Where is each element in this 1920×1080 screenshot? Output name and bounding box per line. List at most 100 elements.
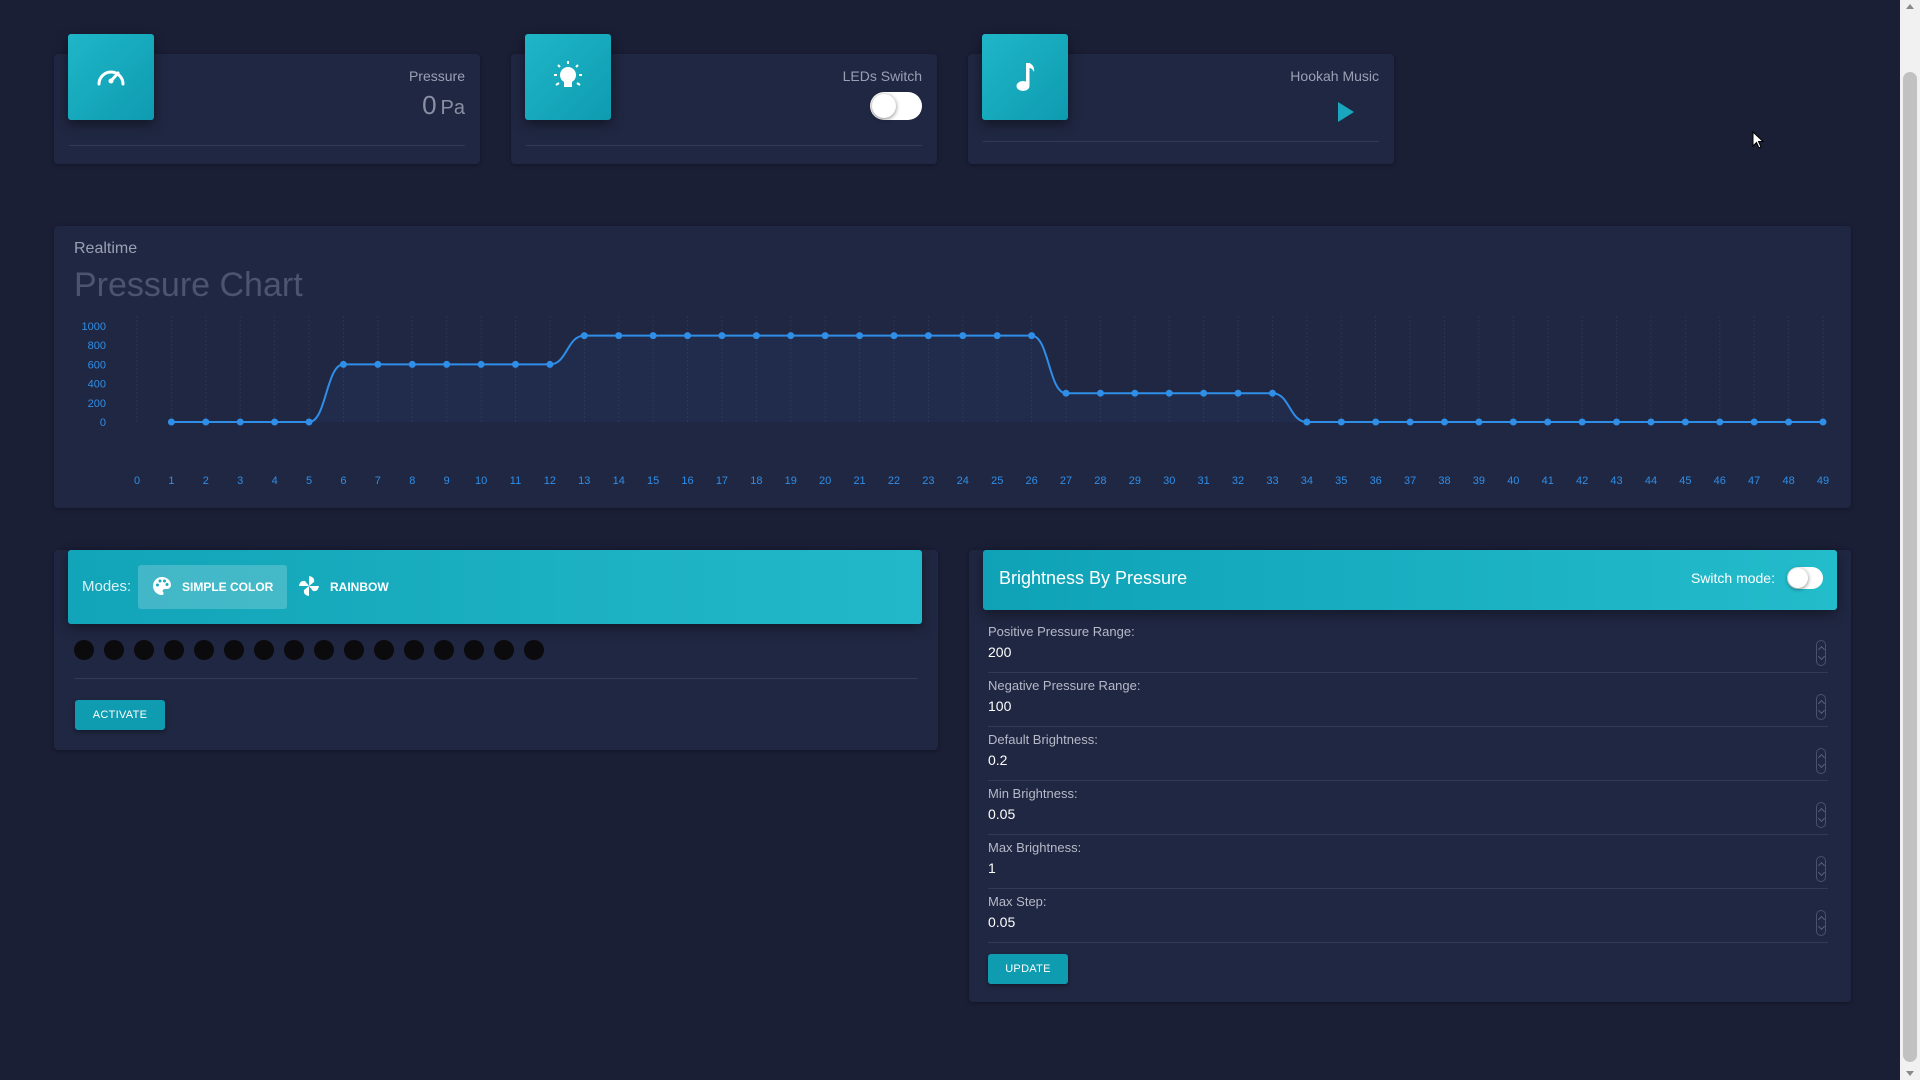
- stepper-icon[interactable]: [1816, 802, 1826, 828]
- scroll-up-icon[interactable]: [1906, 4, 1914, 9]
- x-tick-label: 27: [1060, 475, 1072, 487]
- pressure-value: 0 Pa: [422, 90, 465, 121]
- x-tick-label: 11: [510, 475, 521, 487]
- form-field: Negative Pressure Range: 100: [988, 674, 1828, 727]
- form-field: Positive Pressure Range: 200: [988, 620, 1828, 673]
- color-swatch[interactable]: [74, 640, 94, 660]
- x-tick-label: 45: [1679, 475, 1691, 487]
- update-button[interactable]: UPDATE: [988, 954, 1068, 984]
- data-point: [339, 360, 347, 368]
- data-point: [752, 332, 760, 340]
- scroll-thumb[interactable]: [1903, 72, 1917, 1062]
- field-label: Negative Pressure Range:: [988, 678, 1141, 693]
- data-point: [1062, 389, 1070, 397]
- x-tick-label: 37: [1404, 475, 1416, 487]
- x-tick-label: 5: [306, 475, 312, 487]
- form-field: Max Step: 0.05: [988, 890, 1828, 943]
- x-tick-label: 21: [853, 475, 865, 487]
- toggle-knob: [872, 94, 896, 118]
- data-point: [271, 418, 279, 426]
- color-swatch[interactable]: [404, 640, 424, 660]
- stepper-icon[interactable]: [1816, 856, 1826, 882]
- x-tick-label: 33: [1266, 475, 1278, 487]
- tab-simple-color[interactable]: SIMPLE COLOR: [138, 565, 288, 609]
- x-tick-label: 0: [134, 475, 140, 487]
- series-area: [171, 335, 1823, 422]
- field-label: Max Brightness:: [988, 840, 1082, 855]
- color-swatch[interactable]: [224, 640, 244, 660]
- x-tick-label: 34: [1301, 475, 1313, 487]
- stepper-icon[interactable]: [1816, 694, 1826, 720]
- number-input[interactable]: 0.05: [988, 914, 1016, 930]
- y-tick-label: 0: [100, 417, 106, 429]
- color-swatches: [74, 640, 544, 660]
- color-swatch[interactable]: [134, 640, 154, 660]
- color-swatch[interactable]: [194, 640, 214, 660]
- leds-switch-label: LEDs Switch: [842, 68, 922, 84]
- x-tick-label: 38: [1438, 475, 1450, 487]
- form-field: Default Brightness: 0.2: [988, 728, 1828, 781]
- number-input[interactable]: 200: [988, 644, 1012, 660]
- activate-button[interactable]: ACTIVATE: [75, 700, 165, 730]
- switch-mode-toggle[interactable]: [1787, 567, 1823, 589]
- x-tick-label: 18: [750, 475, 762, 487]
- color-swatch[interactable]: [284, 640, 304, 660]
- color-swatch[interactable]: [434, 640, 454, 660]
- x-tick-label: 35: [1335, 475, 1347, 487]
- color-swatch[interactable]: [344, 640, 364, 660]
- tab-rainbow[interactable]: RAINBOW: [284, 565, 403, 609]
- x-tick-label: 10: [475, 475, 487, 487]
- x-tick-label: 48: [1782, 475, 1794, 487]
- speedometer-icon: [68, 34, 154, 120]
- color-swatch[interactable]: [164, 640, 184, 660]
- x-tick-label: 28: [1094, 475, 1106, 487]
- number-input[interactable]: 0.05: [988, 806, 1016, 822]
- x-tick-label: 23: [922, 475, 934, 487]
- chart-subtitle: Realtime: [74, 240, 138, 257]
- leds-toggle[interactable]: [870, 92, 922, 120]
- color-swatch[interactable]: [524, 640, 544, 660]
- color-swatch[interactable]: [104, 640, 124, 660]
- data-point: [202, 418, 210, 426]
- x-tick-label: 13: [578, 475, 590, 487]
- data-point: [1509, 418, 1517, 426]
- play-icon[interactable]: [1338, 102, 1354, 122]
- y-tick-label: 400: [88, 379, 106, 391]
- modes-label: Modes:: [82, 578, 132, 595]
- switch-mode-label: Switch mode:: [1690, 570, 1775, 586]
- x-tick-label: 32: [1232, 475, 1244, 487]
- data-point: [959, 332, 967, 340]
- divider: [526, 145, 922, 146]
- x-tick-label: 9: [444, 475, 450, 487]
- music-label: Hookah Music: [1290, 68, 1379, 84]
- color-swatch[interactable]: [494, 640, 514, 660]
- stepper-icon[interactable]: [1816, 640, 1826, 666]
- y-tick-label: 1000: [82, 321, 106, 333]
- x-tick-label: 44: [1645, 475, 1657, 487]
- color-swatch[interactable]: [374, 640, 394, 660]
- x-tick-label: 42: [1576, 475, 1588, 487]
- brightness-header: Brightness By Pressure Switch mode:: [983, 550, 1837, 610]
- palette-icon: [152, 576, 172, 599]
- scrollbar[interactable]: [1900, 0, 1920, 1080]
- color-swatch[interactable]: [464, 640, 484, 660]
- tab-label: RAINBOW: [330, 580, 389, 594]
- field-label: Default Brightness:: [988, 732, 1098, 747]
- data-point: [580, 332, 588, 340]
- divider: [69, 145, 465, 146]
- scroll-down-icon[interactable]: [1906, 1071, 1914, 1076]
- stepper-icon[interactable]: [1816, 748, 1826, 774]
- number-input[interactable]: 1: [988, 860, 996, 876]
- modes-header: Modes: SIMPLE COLOR: [68, 550, 922, 624]
- stepper-icon[interactable]: [1816, 910, 1826, 936]
- color-swatch[interactable]: [254, 640, 274, 660]
- number-input[interactable]: 100: [988, 698, 1012, 714]
- x-tick-label: 20: [819, 475, 831, 487]
- data-point: [1578, 418, 1586, 426]
- color-swatch[interactable]: [314, 640, 334, 660]
- x-tick-label: 12: [544, 475, 556, 487]
- data-point: [1647, 418, 1655, 426]
- number-input[interactable]: 0.2: [988, 752, 1008, 768]
- data-point: [374, 360, 382, 368]
